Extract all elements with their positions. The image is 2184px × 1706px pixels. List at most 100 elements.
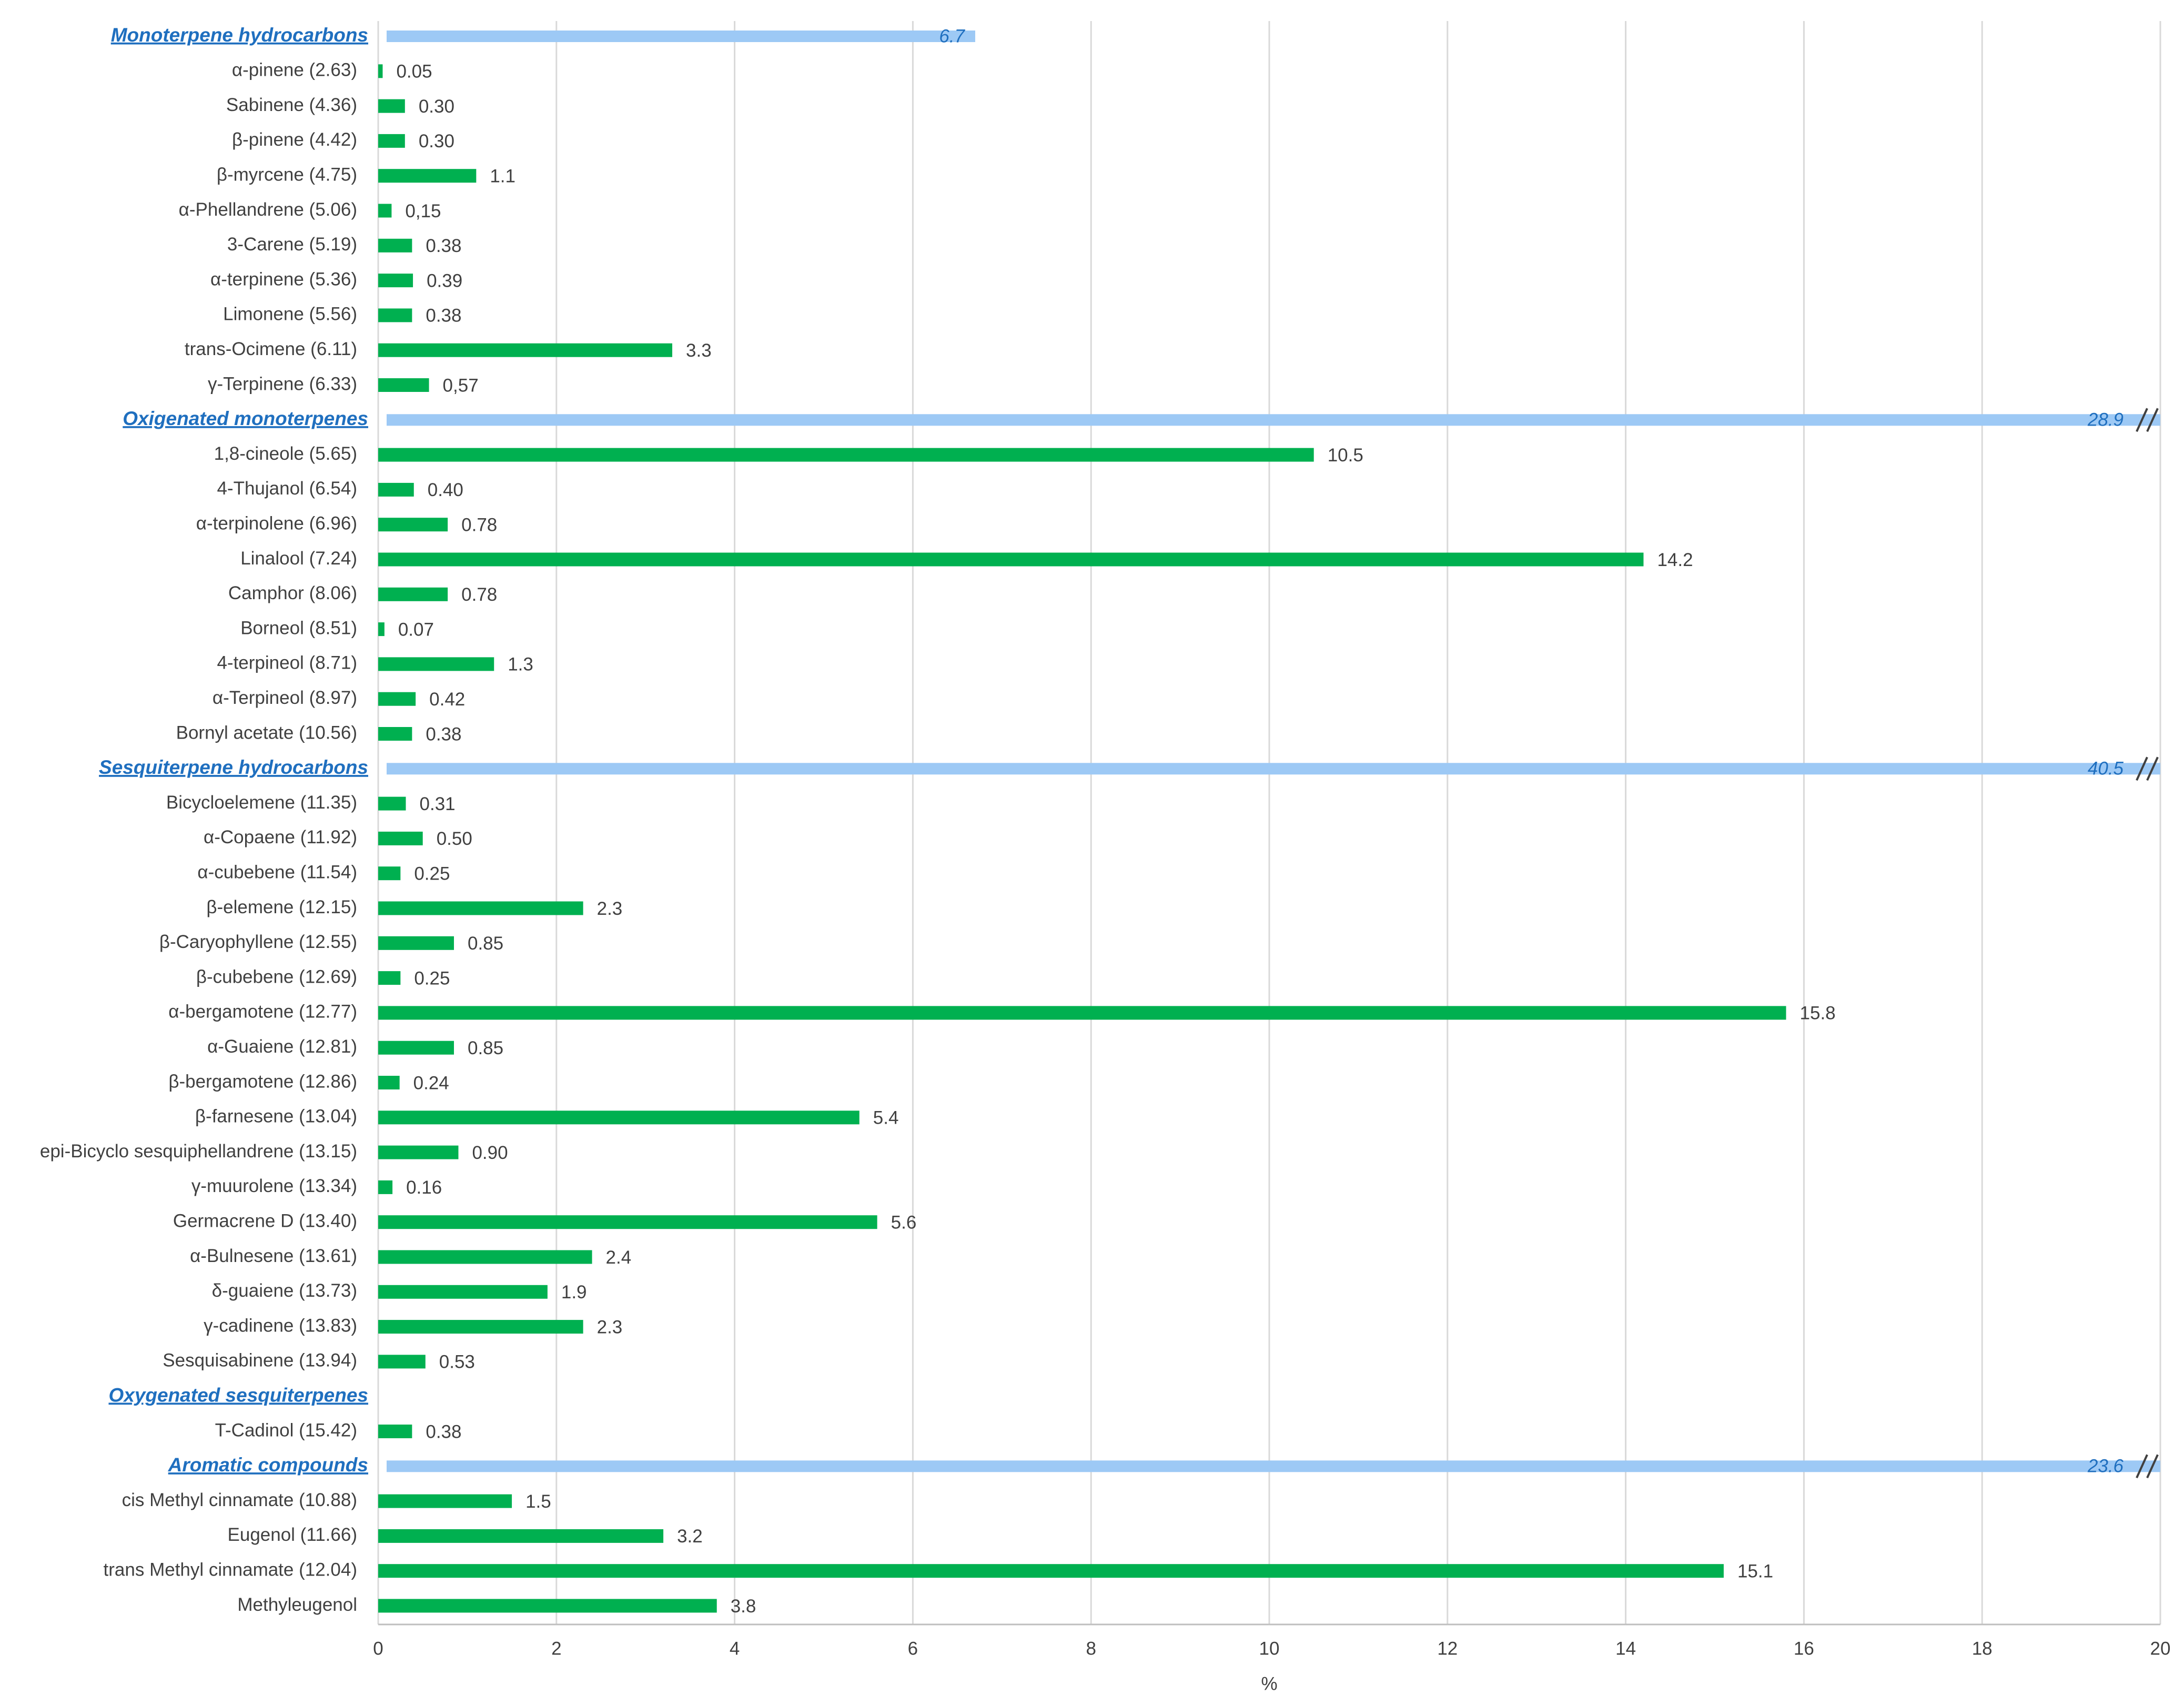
value-label: 15.8 [1800,1003,1836,1024]
value-label: 0.85 [468,1038,503,1058]
value-label: 0.24 [413,1073,449,1093]
x-tick-label: 18 [1972,1638,1993,1659]
break-mark [2146,756,2159,781]
bar [378,622,385,637]
value-label: 0.16 [406,1177,442,1198]
bar [378,901,583,915]
bar [378,796,406,811]
category-label: Bornyl acetate (10.56) [176,722,357,743]
category-label: β-bergamotene (12.86) [168,1071,357,1092]
value-label: 0.78 [461,514,497,535]
category-label: 4-Thujanol (6.54) [217,478,357,499]
value-label: 0.53 [439,1352,475,1372]
category-label: β-Caryophyllene (12.55) [159,932,357,952]
value-label: 2.4 [606,1247,632,1268]
bar [378,1285,548,1299]
value-label: 1.5 [525,1491,551,1512]
bar [378,552,1644,567]
category-label: γ-muurolene (13.34) [191,1176,357,1196]
bar [378,657,494,671]
category-label: Germacrene D (13.40) [173,1210,357,1231]
bar [378,1076,400,1089]
value-label: 2.3 [597,899,623,919]
category-label: Limonene (5.56) [223,304,357,325]
category-label: epi-Bicyclo sesquiphellandrene (13.15) [40,1141,357,1162]
category-label: T-Cadinol (15.42) [215,1420,357,1440]
x-tick-label: 16 [1794,1638,1814,1659]
value-label: 10.5 [1328,445,1363,466]
category-label: α-bergamotene (12.77) [168,1002,357,1022]
break-mark [2146,1454,2159,1479]
value-label: 0.30 [419,131,454,152]
bar [378,692,416,706]
break-mark [2136,408,2148,432]
bar [378,274,413,288]
category-label: α-Guaiene (12.81) [207,1036,357,1057]
group-bar [387,763,2160,775]
bar [378,448,1314,462]
break-mark [2136,1454,2148,1479]
category-label: 1,8-cineole (5.65) [214,443,357,464]
value-label: 0,15 [405,201,441,221]
value-label: 0.25 [414,863,450,884]
category-label: trans Methyl cinnamate (12.04) [104,1559,357,1580]
bar [378,1564,1724,1578]
bar [378,1250,592,1264]
category-label: Sesquisabinene (13.94) [163,1350,357,1371]
group-bar [387,1460,2160,1472]
category-label: Camphor (8.06) [228,583,357,603]
category-label: Linalool (7.24) [240,548,357,569]
bar [378,1215,877,1229]
bar [378,936,454,950]
category-label: 3-Carene (5.19) [227,234,357,255]
category-label: trans-Ocimene (6.11) [185,339,357,359]
category-label: α-pinene (2.63) [232,60,357,80]
category-label: α-Phellandrene (5.06) [179,199,357,220]
x-tick-label: 8 [1086,1638,1096,1659]
value-label: 0.38 [426,236,461,256]
value-label: 1.1 [490,166,515,186]
bar [378,1006,1786,1020]
category-label: β-cubebene (12.69) [196,966,357,987]
bar [378,99,405,113]
category-label: δ-guaiene (13.73) [212,1280,357,1301]
group-label: Oxigenated monoterpenes [123,408,368,429]
category-label: Methyleugenol [237,1594,357,1615]
value-label: 0.40 [428,480,463,500]
group-bar [387,31,975,42]
value-label: 0.38 [426,1421,461,1442]
category-label: Bicycloelemene (11.35) [166,792,357,813]
group-value-label: 28.9 [2087,410,2124,430]
bar [378,971,401,985]
value-label: 0.78 [461,584,497,605]
bar [378,64,383,78]
category-label: β-farnesene (13.04) [195,1106,357,1127]
group-bar [387,414,2160,426]
value-label: 2.3 [597,1317,623,1337]
bar [378,482,414,497]
value-label: 5.6 [891,1212,917,1233]
value-label: 15.1 [1737,1561,1773,1581]
group-value-label: 6.7 [939,26,965,46]
value-label: 0.42 [429,689,465,710]
category-label: α-cubebene (11.54) [197,862,357,882]
bar [378,204,392,218]
group-value-label: 23.6 [2087,1456,2124,1477]
x-tick-label: 6 [908,1638,918,1659]
value-label: 14.2 [1657,550,1693,570]
bar [378,1425,412,1438]
bar [378,169,477,183]
bar [378,134,405,148]
x-tick-label: 4 [730,1638,740,1659]
bar [378,587,448,601]
value-label: 3.2 [677,1526,703,1547]
value-label: 0.05 [396,62,432,82]
category-label: γ-Terpinene (6.33) [208,373,357,394]
category-label: Sabinene (4.36) [226,95,357,115]
value-label: 0.30 [419,96,454,117]
bar [378,1529,664,1543]
bar [378,238,412,253]
bar [378,518,448,532]
bar [378,1041,454,1055]
